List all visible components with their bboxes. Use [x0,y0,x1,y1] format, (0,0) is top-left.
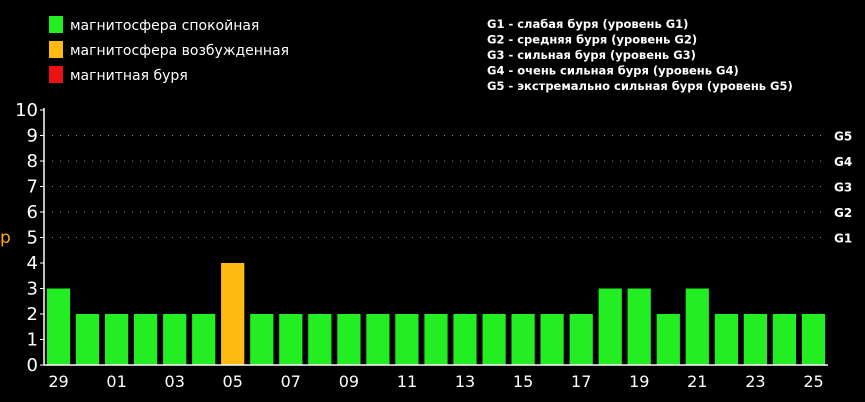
storm-level-item: G5 - экстремально сильная буря (уровень … [487,79,793,93]
x-tick-label: 09 [339,372,359,391]
bar-23 [743,314,767,365]
x-tick-label: 01 [106,372,126,391]
x-tick-label: 13 [455,372,475,391]
bar-03 [163,314,187,365]
g-level-label: G4 [834,155,852,169]
x-tick-label: 03 [165,372,185,391]
bar-20 [656,314,680,365]
bar-02 [134,314,158,365]
bar-10 [366,314,390,365]
bar-15 [511,314,535,365]
y-tick-label: 3 [27,279,38,300]
y-tick-label: 6 [27,202,38,223]
y-tick-label: 4 [27,253,38,274]
bar-18 [598,288,622,365]
x-tick-label: 11 [397,372,417,391]
storm-level-item: G4 - очень сильная буря (уровень G4) [487,64,739,78]
legend: магнитосфера спокойная магнитосфера возбу… [49,16,289,84]
legend-swatch [49,41,63,58]
bar-12 [424,314,448,365]
y-tick-label: 2 [27,304,38,325]
storm-level-item: G1 - слабая буря (уровень G1) [487,17,688,31]
bar-14 [482,314,506,365]
legend-swatch [49,66,63,83]
legend-label: магнитосфера спокойная [70,18,259,34]
grid-lines [44,135,828,238]
y-tick-label: 5 [27,228,38,249]
storm-level-item: G2 - средняя буря (уровень G2) [487,33,697,47]
x-tick-label: 25 [803,372,823,391]
x-tick-label: 19 [629,372,649,391]
bar-24 [772,314,796,365]
bar-17 [569,314,593,365]
bar-21 [685,288,709,365]
x-tick-label: 21 [687,372,707,391]
bar-29 [46,288,71,365]
bar-08 [308,314,332,365]
g-level-label: G2 [834,206,852,220]
g-level-tick-labels: G1 G2 G3 G4 G5 [834,130,852,246]
bar-series [46,263,826,365]
bar-09 [337,314,361,365]
y-tick-label: 0 [27,355,38,376]
bar-13 [453,314,477,365]
bar-01 [105,314,129,365]
bar-11 [395,314,419,365]
legend-label: магнитная буря [70,68,188,84]
y-tick-label: 1 [27,330,38,351]
x-tick-label: 23 [745,372,765,391]
x-tick-labels: 29 01 03 05 07 09 11 13 15 17 19 21 23 25 [48,372,823,391]
x-tick-label: 15 [513,372,533,391]
storm-level-legend: G1 - слабая буря (уровень G1) G2 - средня… [487,17,793,93]
bar-04 [192,314,216,365]
g-level-label: G5 [834,130,852,144]
y-tick-label: 10 [15,100,38,121]
bar-22 [714,314,738,365]
y-axis-label: p [0,228,11,248]
storm-level-item: G3 - сильная буря (уровень G3) [487,48,696,62]
g-level-label: G3 [834,181,852,195]
legend-swatch [49,16,63,33]
g-level-label: G1 [834,232,852,246]
legend-label: магнитосфера возбужденная [70,43,289,59]
bar-16 [540,314,564,365]
y-tick-label: 9 [27,126,38,147]
bar-19 [627,288,651,365]
x-tick-label: 17 [571,372,591,391]
bar-07 [279,314,303,365]
y-tick-label: 7 [27,177,38,198]
x-tick-label: 05 [223,372,243,391]
x-tick-label: 07 [281,372,301,391]
x-tick-label: 29 [48,372,68,391]
bar-25 [801,314,826,365]
y-tick-label: 8 [27,151,38,172]
bar-30 [75,314,100,365]
axes [43,108,828,366]
bar-05 [221,263,245,365]
y-tick-labels: 0 1 2 3 4 5 6 7 8 9 10 [15,100,44,376]
bar-06 [250,314,274,365]
